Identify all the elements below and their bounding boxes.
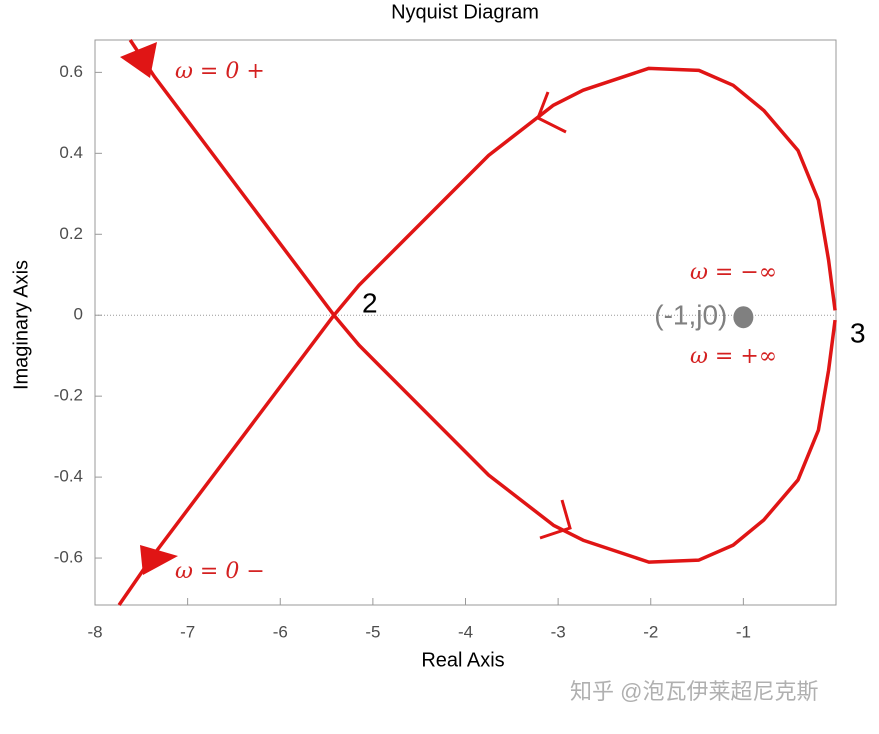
- x-axis-label: Real Axis: [421, 649, 504, 671]
- annotation: 2: [362, 287, 378, 318]
- y-tick-label: -0.6: [54, 548, 83, 567]
- nyquist-curve: [128, 39, 837, 564]
- y-tick-label: 0.4: [59, 143, 83, 162]
- arrowhead: [120, 42, 157, 78]
- x-tick-label: -2: [643, 622, 658, 641]
- x-tick-label: -6: [273, 622, 288, 641]
- x-tick-label: -4: [458, 622, 473, 641]
- watermark: 知乎 @泡瓦伊莱超尼克斯: [570, 679, 818, 704]
- annotation: ω = −∞: [690, 260, 777, 285]
- annotation: ω = 0 +: [175, 59, 265, 84]
- x-tick-label: -3: [551, 622, 566, 641]
- arrow-chevron: [539, 499, 572, 540]
- x-tick-label: -5: [365, 622, 380, 641]
- annotation: ω = +∞: [690, 344, 777, 369]
- x-tick-label: -7: [180, 622, 195, 641]
- x-tick-label: -1: [736, 622, 751, 641]
- annotation: ω = 0 −: [175, 559, 265, 584]
- y-axis-label: Imaginary Axis: [10, 260, 32, 390]
- arrow-chevron: [536, 91, 567, 134]
- nyquist-curve: [117, 66, 837, 606]
- arrowhead: [140, 545, 178, 575]
- y-tick-label: 0.6: [59, 62, 83, 81]
- point-label: (-1,j0): [654, 300, 727, 331]
- critical-point: [733, 306, 754, 329]
- y-tick-label: -0.4: [54, 467, 83, 486]
- y-tick-label: 0: [74, 305, 83, 324]
- y-tick-label: 0.2: [59, 224, 83, 243]
- plot-area: [94, 39, 837, 606]
- x-tick-label: -8: [87, 622, 102, 641]
- y-tick-label: -0.2: [54, 386, 83, 405]
- annotation: 3: [850, 317, 866, 348]
- chart-title: Nyquist Diagram: [391, 1, 539, 23]
